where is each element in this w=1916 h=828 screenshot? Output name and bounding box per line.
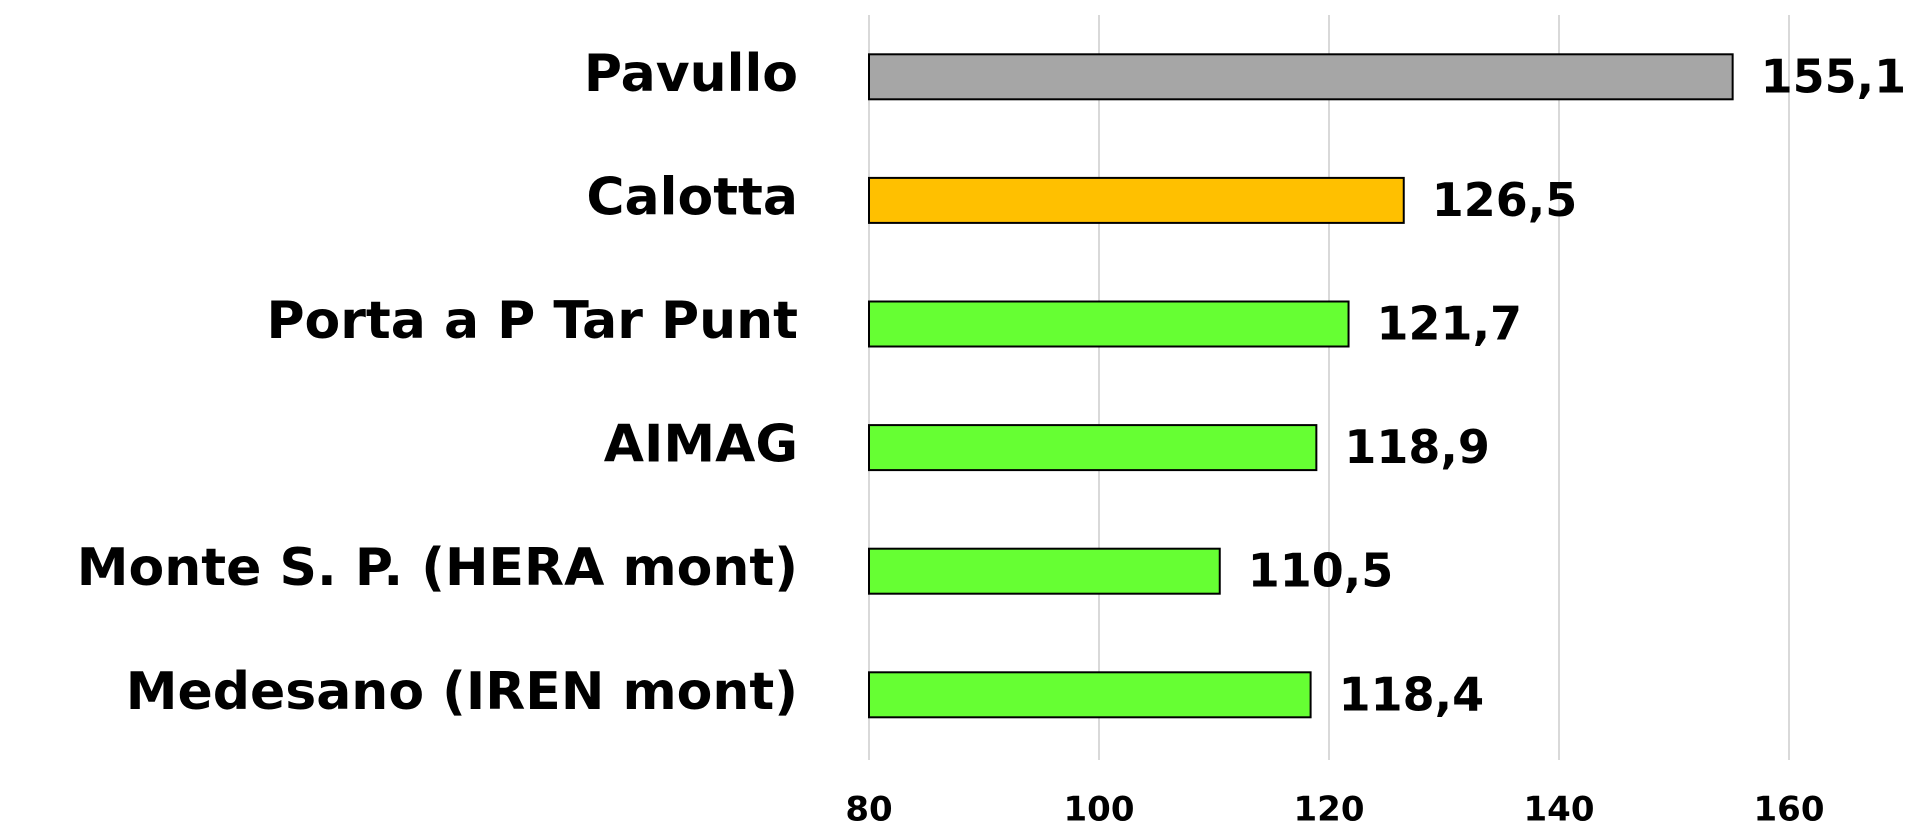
x-tick-label: 140 bbox=[1524, 790, 1595, 828]
value-label: 118,4 bbox=[1339, 667, 1485, 721]
bar bbox=[868, 176, 1405, 224]
value-label: 126,5 bbox=[1432, 173, 1578, 227]
category-label: Medesano (IREN mont) bbox=[126, 662, 798, 722]
x-tick-label: 100 bbox=[1064, 790, 1135, 828]
category-label: Monte S. P. (HERA mont) bbox=[77, 538, 798, 598]
x-tick-label: 120 bbox=[1294, 790, 1365, 828]
bar bbox=[868, 300, 1350, 348]
bar bbox=[868, 424, 1318, 472]
bar bbox=[868, 671, 1312, 719]
x-tick-label: 160 bbox=[1754, 790, 1825, 828]
category-label: Calotta bbox=[586, 167, 798, 227]
value-label: 110,5 bbox=[1248, 544, 1394, 598]
bar bbox=[868, 53, 1734, 101]
category-label: Porta a P Tar Punt bbox=[266, 291, 798, 351]
value-label: 118,9 bbox=[1344, 420, 1490, 474]
x-tick-label: 80 bbox=[845, 790, 892, 828]
value-label: 155,1 bbox=[1761, 49, 1907, 103]
category-label: Pavullo bbox=[584, 44, 798, 104]
category-label: AIMAG bbox=[604, 415, 798, 475]
bar bbox=[868, 547, 1221, 595]
value-label: 121,7 bbox=[1377, 297, 1523, 351]
